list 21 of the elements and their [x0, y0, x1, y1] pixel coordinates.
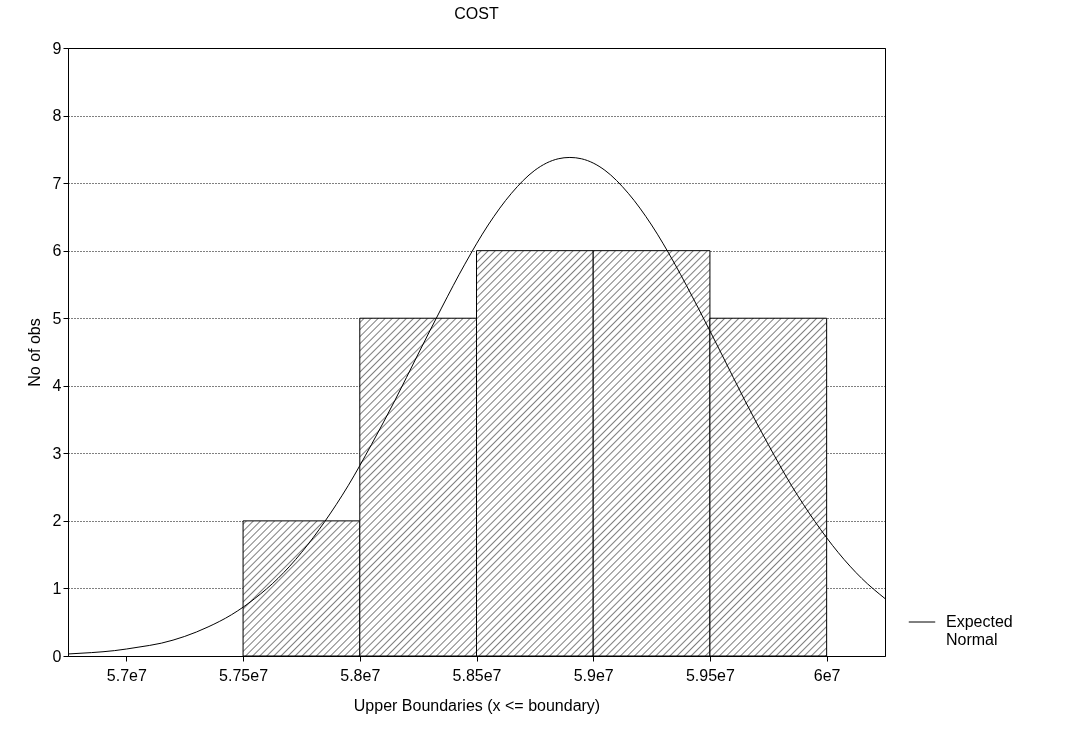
- x-tick-label: 5.85e7: [452, 666, 502, 684]
- y-tick-label: 1: [52, 579, 62, 597]
- x-tick-label: 5.9e7: [573, 666, 614, 684]
- x-tick-label: 5.75e7: [219, 666, 269, 684]
- y-tick-label: 2: [52, 512, 62, 530]
- y-tick-label: 3: [52, 444, 62, 462]
- y-tick-label: 5: [52, 309, 62, 327]
- y-tick-label: 4: [52, 377, 62, 395]
- x-axis-title: Upper Boundaries (x <= boundary): [353, 696, 601, 714]
- y-axis-title: No of obs: [25, 318, 43, 387]
- y-tick-label: 6: [52, 242, 62, 260]
- chart-title: COST: [454, 5, 499, 22]
- x-tick-label: 5.7e7: [106, 666, 147, 684]
- x-tick-label: 5.8e7: [340, 666, 381, 684]
- y-tick-label: 7: [52, 174, 62, 192]
- x-tick-label: 5.95e7: [685, 666, 735, 684]
- x-tick-label: 6e7: [813, 666, 841, 684]
- y-tick-label: 9: [52, 39, 62, 57]
- y-tick-label: 0: [52, 647, 62, 665]
- y-tick-label: 8: [52, 107, 62, 125]
- legend-label: Expected Normal: [946, 613, 1013, 648]
